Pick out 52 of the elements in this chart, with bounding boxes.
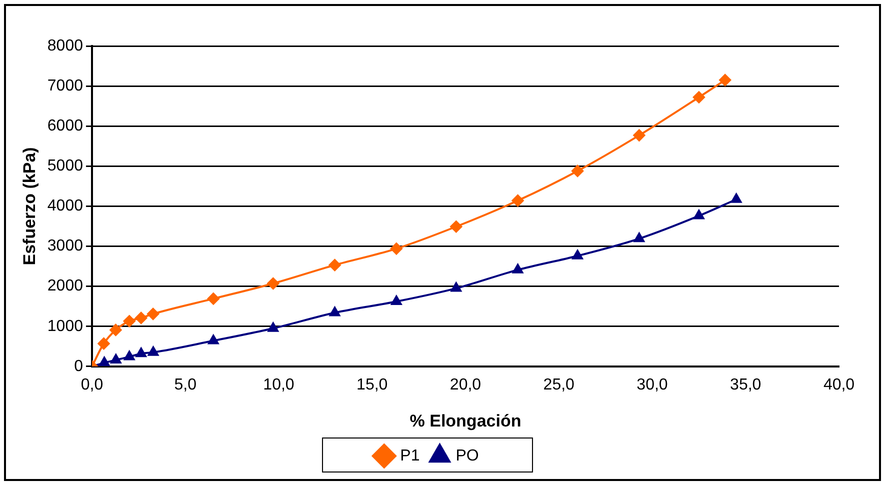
point <box>267 277 280 290</box>
point <box>450 220 462 233</box>
x-tick-label: 35,0 <box>730 376 762 394</box>
x-tick-label: 15,0 <box>356 376 388 394</box>
point <box>110 324 122 336</box>
point <box>512 264 524 274</box>
point <box>730 193 742 203</box>
y-tick-label: 8000 <box>47 37 84 54</box>
point <box>329 306 340 316</box>
y-tick-label: 4000 <box>47 198 84 215</box>
point <box>633 129 646 142</box>
x-tick-label: 25,0 <box>543 376 575 394</box>
x-tick-label: 10,0 <box>263 376 294 394</box>
point <box>390 242 402 255</box>
x-tick-label: 0,0 <box>80 376 104 394</box>
point <box>135 312 148 324</box>
y-tick-label: 7000 <box>47 77 84 94</box>
x-tick-label: 30,0 <box>636 376 668 394</box>
y-tick-label: 2000 <box>47 278 84 295</box>
y-axis-title: Esfuerzo (kPa) <box>20 147 39 266</box>
y-tick-label: 3000 <box>47 238 84 255</box>
y-tick-label: 6000 <box>47 118 84 135</box>
y-tick-label: 1000 <box>47 318 84 335</box>
point <box>450 282 462 292</box>
y-tick-label: 0 <box>74 358 84 375</box>
point <box>136 348 146 358</box>
point <box>98 338 110 350</box>
point <box>391 296 402 306</box>
point <box>572 164 584 177</box>
point <box>98 356 110 366</box>
legend-label: PO <box>456 447 479 464</box>
point <box>207 292 220 305</box>
point <box>268 322 278 332</box>
x-tick-label: 5,0 <box>174 376 197 394</box>
point <box>694 210 704 220</box>
point <box>692 91 705 104</box>
point <box>123 315 136 328</box>
point <box>328 259 341 272</box>
legend-label: P1 <box>400 447 420 464</box>
point <box>110 354 122 364</box>
point <box>147 308 160 320</box>
point <box>148 346 159 356</box>
point <box>512 194 524 207</box>
x-tick-label: 40,0 <box>823 376 855 394</box>
y-tick-label: 5000 <box>47 158 84 175</box>
point <box>124 350 135 360</box>
x-tick-label: 20,0 <box>450 376 482 394</box>
x-axis-title: % Elongación <box>410 411 522 430</box>
point <box>719 74 732 86</box>
point <box>572 250 583 260</box>
point <box>634 232 645 242</box>
point <box>208 334 219 344</box>
